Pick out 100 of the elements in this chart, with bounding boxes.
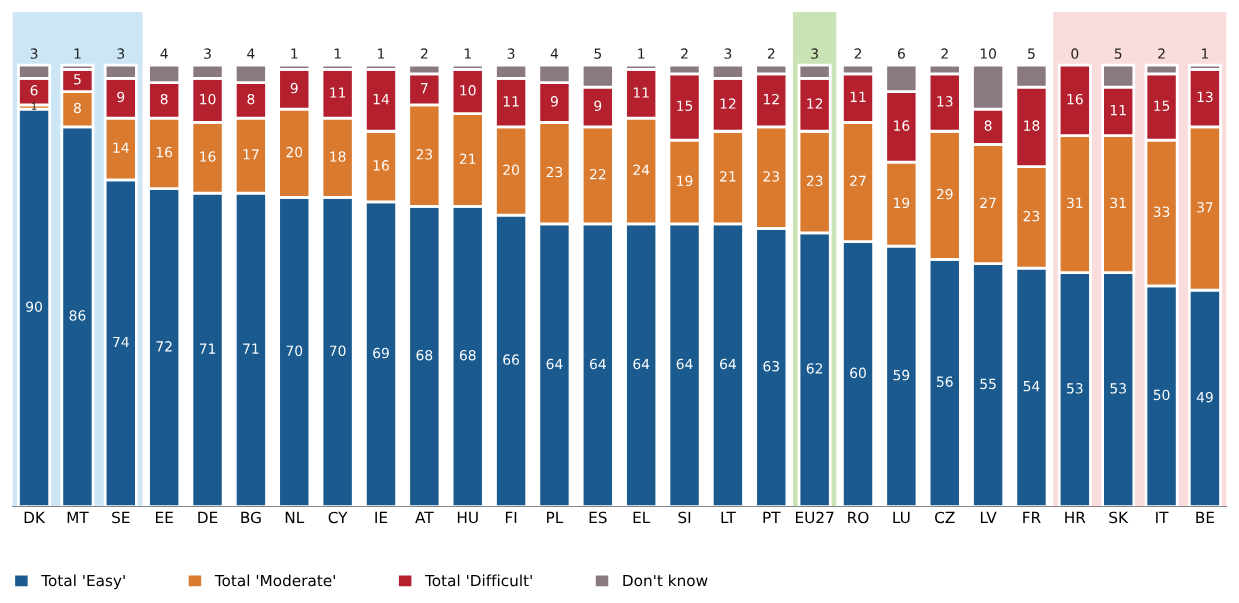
- x-tick-label: BG: [241, 511, 261, 524]
- x-tick-label: CY: [328, 511, 348, 524]
- data-label: 1: [334, 48, 341, 59]
- data-label: 2: [854, 48, 862, 59]
- data-label: 7: [421, 83, 428, 94]
- data-label: 69: [373, 347, 389, 359]
- data-label: 5: [1114, 48, 1122, 59]
- x-tick-label: DK: [24, 511, 46, 523]
- data-label: 86: [69, 310, 86, 321]
- data-label: 16: [894, 120, 910, 131]
- data-label: 19: [894, 197, 910, 209]
- x-tick-label: BE: [1196, 511, 1215, 523]
- x-tick-label: LU: [893, 511, 910, 524]
- data-label: 4: [247, 48, 255, 59]
- data-label: 1: [638, 48, 645, 59]
- data-label: 64: [676, 358, 693, 370]
- x-tick-label: PL: [547, 511, 564, 523]
- data-label: 14: [373, 94, 390, 105]
- data-label: 9: [290, 82, 298, 94]
- data-label: 11: [850, 91, 866, 102]
- data-label: 6: [897, 48, 905, 59]
- data-label: 64: [720, 358, 736, 370]
- data-label: 27: [980, 197, 996, 208]
- data-label: 3: [204, 48, 211, 59]
- data-label: 71: [243, 343, 259, 354]
- data-label: 3: [811, 48, 818, 59]
- data-label: 70: [286, 345, 303, 357]
- data-label: 3: [30, 48, 38, 59]
- data-label: 21: [459, 153, 476, 164]
- x-tick-label: DE: [198, 511, 218, 523]
- x-tick-label: EL: [633, 511, 651, 523]
- data-label: 11: [330, 87, 346, 98]
- data-label: 2: [941, 48, 948, 59]
- data-label: 8: [160, 93, 168, 105]
- x-tick-label: MT: [67, 511, 89, 523]
- x-tick-label: HU: [457, 511, 478, 524]
- data-label: 10: [200, 93, 216, 105]
- data-label: 22: [590, 168, 606, 180]
- x-tick-label: FR: [1023, 511, 1041, 523]
- x-tick-label: EE: [156, 511, 173, 523]
- x-tick-label: NL: [285, 511, 305, 523]
- data-label: 2: [420, 48, 428, 59]
- legend-label: Total 'Easy': [41, 574, 125, 590]
- data-label: 1: [74, 48, 81, 59]
- data-label: 13: [937, 96, 953, 107]
- data-label: 10: [460, 85, 476, 96]
- data-label: 74: [113, 336, 129, 347]
- data-label: 3: [724, 48, 732, 59]
- x-tick-label: FI: [505, 511, 517, 523]
- data-label: 24: [633, 164, 650, 175]
- data-label: 0: [1071, 48, 1079, 59]
- data-label: 2: [1158, 48, 1165, 59]
- x-tick-label: LT: [721, 511, 736, 523]
- x-tick-label: HR: [1065, 511, 1086, 523]
- data-label: 11: [503, 96, 519, 107]
- x-tick-label: SI: [678, 511, 691, 524]
- legend-label: Total 'Difficult': [424, 574, 532, 587]
- data-label: 23: [1023, 210, 1040, 222]
- data-label: 23: [763, 171, 779, 182]
- data-label: 64: [633, 358, 650, 370]
- data-label: 27: [850, 175, 866, 186]
- data-label: 68: [459, 349, 476, 361]
- data-label: 23: [806, 175, 823, 187]
- data-label: 29: [936, 188, 953, 200]
- data-label: 50: [1153, 389, 1170, 401]
- data-label: 23: [546, 166, 563, 178]
- data-label: 14: [113, 142, 129, 153]
- data-label: 16: [156, 146, 173, 158]
- data-label: 53: [1110, 383, 1126, 394]
- data-label: 62: [806, 363, 823, 374]
- x-tick-label: SE: [112, 511, 130, 524]
- data-label: 1: [378, 48, 385, 59]
- data-label: 5: [1028, 48, 1035, 59]
- data-label: 1: [464, 48, 471, 59]
- data-label: 17: [243, 149, 259, 160]
- data-label: 10: [980, 48, 997, 59]
- data-label: 15: [677, 100, 693, 112]
- data-label: 5: [594, 48, 602, 59]
- data-label: 66: [503, 354, 520, 365]
- data-label: 72: [156, 341, 172, 352]
- data-label: 18: [1024, 120, 1040, 131]
- x-tick-label: RO: [848, 511, 869, 524]
- legend-label: Don't know: [623, 574, 708, 587]
- data-label: 4: [160, 48, 168, 59]
- data-label: 23: [416, 149, 433, 160]
- data-label: 13: [1197, 91, 1213, 103]
- x-tick-label: LV: [980, 511, 997, 523]
- data-label: 15: [1154, 100, 1170, 112]
- data-label: 63: [763, 360, 779, 372]
- data-label: 18: [330, 151, 346, 162]
- data-label: 12: [807, 98, 823, 109]
- legend-label: Total 'Moderate': [214, 574, 335, 587]
- data-label: 64: [546, 358, 563, 370]
- data-label: 9: [594, 100, 602, 112]
- data-label: 20: [286, 146, 303, 158]
- data-label: 8: [247, 93, 255, 105]
- data-label: 5: [74, 74, 81, 85]
- data-label: 16: [200, 151, 216, 162]
- x-tick-label: IT: [1156, 511, 1169, 523]
- data-label: 3: [117, 48, 125, 59]
